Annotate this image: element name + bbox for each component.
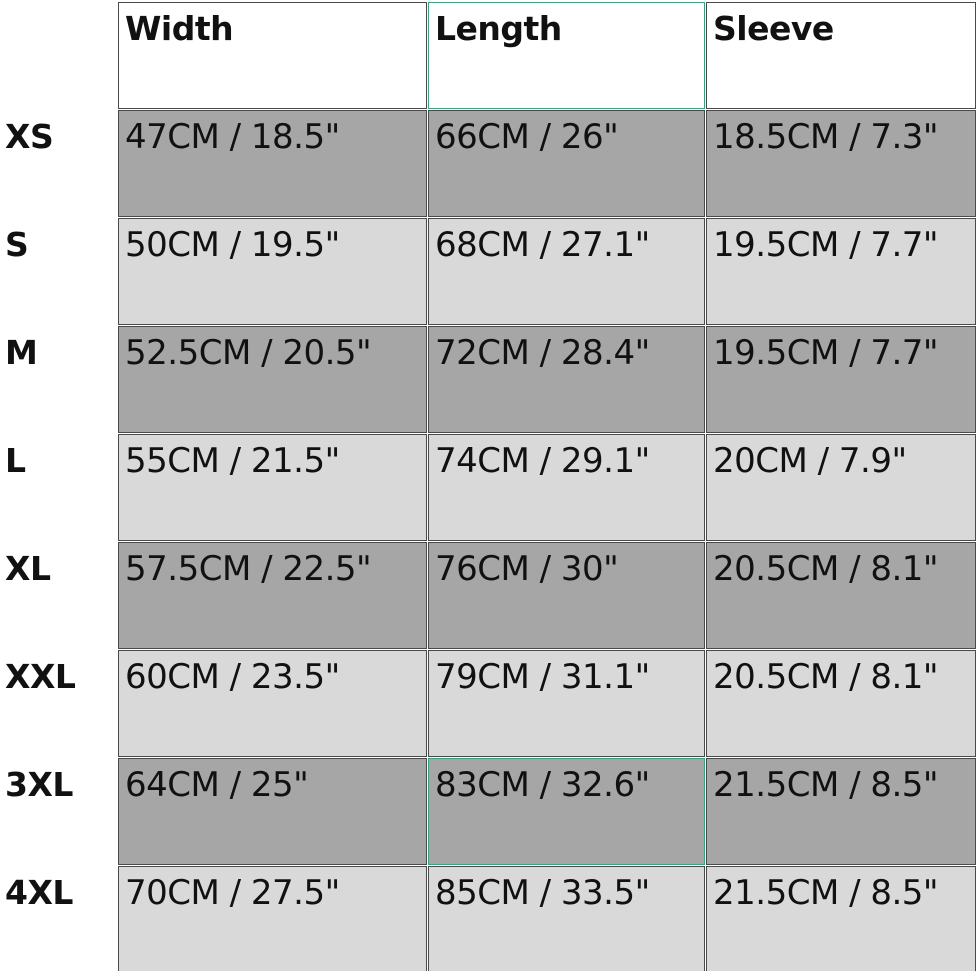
- measure-cell: 68CM / 27.1": [428, 218, 705, 325]
- measure-cell: 19.5CM / 7.7": [706, 326, 976, 433]
- measure-cell: 19.5CM / 7.7": [706, 218, 976, 325]
- measure-cell: 18.5CM / 7.3": [706, 110, 976, 217]
- measure-cell: 70CM / 27.5": [118, 866, 427, 971]
- size-label: S: [0, 218, 117, 325]
- measure-cell: 50CM / 19.5": [118, 218, 427, 325]
- measure-cell: 47CM / 18.5": [118, 110, 427, 217]
- measure-cell: 64CM / 25": [118, 758, 427, 865]
- size-label: 4XL: [0, 866, 117, 971]
- measure-cell: 20CM / 7.9": [706, 434, 976, 541]
- measure-cell: 21.5CM / 8.5": [706, 866, 976, 971]
- size-label: 3XL: [0, 758, 117, 865]
- measure-cell: 79CM / 31.1": [428, 650, 705, 757]
- size-label: L: [0, 434, 117, 541]
- measure-cell: 66CM / 26": [428, 110, 705, 217]
- measure-cell: 60CM / 23.5": [118, 650, 427, 757]
- measure-cell: 76CM / 30": [428, 542, 705, 649]
- size-label: XXL: [0, 650, 117, 757]
- header-cell: Width: [118, 2, 427, 109]
- measure-cell: 57.5CM / 22.5": [118, 542, 427, 649]
- measure-cell: 55CM / 21.5": [118, 434, 427, 541]
- size-label: XS: [0, 110, 117, 217]
- measure-cell: 52.5CM / 20.5": [118, 326, 427, 433]
- size-label: XL: [0, 542, 117, 649]
- measure-cell: 21.5CM / 8.5": [706, 758, 976, 865]
- measure-cell: 72CM / 28.4": [428, 326, 705, 433]
- measure-cell: 85CM / 33.5": [428, 866, 705, 971]
- measure-cell: 74CM / 29.1": [428, 434, 705, 541]
- measure-cell: 20.5CM / 8.1": [706, 542, 976, 649]
- header-cell: Length: [428, 2, 705, 109]
- corner-cell: [0, 0, 117, 109]
- size-label: M: [0, 326, 117, 433]
- header-cell: Sleeve: [706, 2, 976, 109]
- measure-cell: 20.5CM / 8.1": [706, 650, 976, 757]
- measure-cell: 83CM / 32.6": [428, 758, 705, 865]
